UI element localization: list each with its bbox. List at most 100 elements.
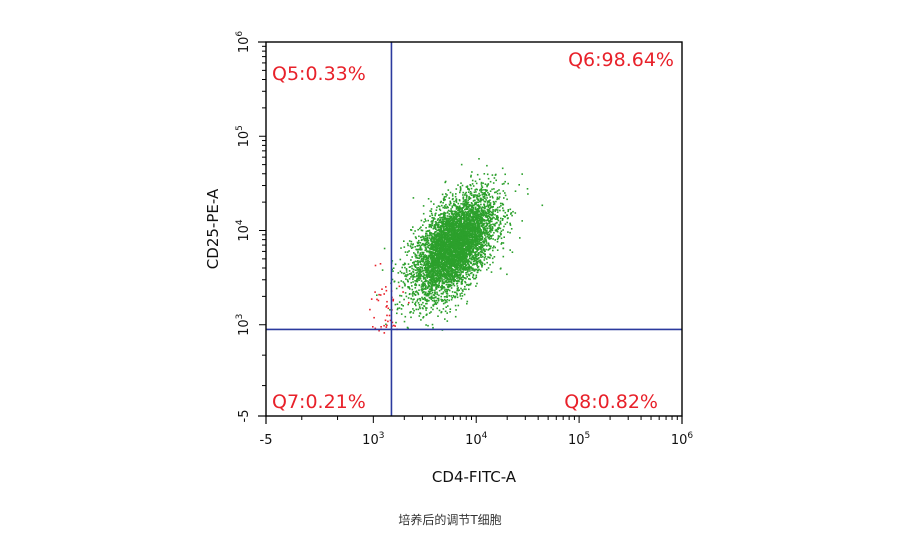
event-dot [501, 167, 504, 170]
event-dot [405, 275, 408, 278]
event-dot [451, 225, 454, 227]
event-dot [472, 207, 475, 210]
event-dot [497, 216, 499, 219]
event-dot [500, 217, 502, 220]
event-dot [503, 182, 505, 185]
event-dot [430, 200, 432, 203]
event-dot [461, 232, 463, 235]
event-dot [460, 247, 463, 250]
event-dot [437, 259, 440, 262]
event-dot [478, 195, 480, 198]
event-dot [449, 221, 451, 223]
event-dot [495, 228, 498, 231]
event-dot [480, 229, 482, 231]
event-dot [464, 240, 467, 243]
event-dot [475, 276, 478, 279]
event-dot [484, 210, 486, 212]
event-dot [478, 214, 480, 216]
event-dot [483, 228, 486, 231]
event-dot [448, 204, 451, 206]
event-dot [483, 192, 485, 195]
event-dot [438, 309, 441, 312]
event-dot [481, 237, 484, 239]
event-dot [465, 258, 468, 261]
event-dot [432, 326, 434, 329]
event-dot [468, 227, 470, 229]
event-dot [412, 232, 415, 235]
event-dot [427, 259, 430, 262]
event-dot [455, 234, 457, 237]
event-dot [436, 301, 439, 304]
event-dot [447, 270, 449, 273]
event-dot [442, 202, 444, 204]
event-dot [430, 225, 432, 228]
event-dot [467, 240, 470, 243]
event-dot [432, 233, 434, 235]
event-dot [440, 311, 442, 314]
event-dot [443, 223, 446, 225]
event-dot [510, 212, 513, 214]
event-dot [527, 193, 529, 195]
event-dot [472, 209, 475, 211]
event-dot [419, 266, 421, 268]
event-dot [477, 222, 480, 224]
event-dot [493, 201, 495, 204]
event-dot [488, 233, 491, 235]
event-dot [483, 259, 486, 261]
event-dot [417, 292, 419, 295]
event-dot [445, 221, 447, 223]
event-dot [471, 219, 474, 222]
event-dot [441, 268, 444, 271]
event-dot [430, 270, 432, 272]
event-dot [480, 235, 482, 238]
event-dot [471, 222, 474, 224]
event-dot [474, 225, 476, 228]
event-dot [430, 292, 432, 295]
event-dot [468, 257, 471, 260]
event-dot [437, 224, 439, 227]
event-dot [420, 263, 422, 265]
event-dot [444, 281, 447, 283]
event-dot [433, 284, 436, 287]
event-dot [431, 214, 434, 217]
event-dot [436, 219, 439, 221]
event-dot [476, 223, 479, 225]
event-dot [436, 245, 439, 247]
event-dot [431, 273, 433, 275]
event-dot [462, 218, 464, 220]
event-dot [460, 236, 462, 239]
event-dot [486, 233, 488, 236]
event-dot [403, 298, 405, 301]
event-dot [485, 222, 488, 224]
event-dot [419, 253, 421, 256]
event-dot [459, 275, 462, 277]
event-dot [414, 282, 417, 285]
event-dot [432, 305, 435, 307]
event-dot [453, 221, 455, 223]
event-dot [415, 308, 418, 311]
event-dot [431, 288, 433, 290]
event-dot [433, 277, 436, 279]
event-dot [465, 216, 468, 218]
event-dot [451, 218, 453, 220]
event-dot [451, 243, 453, 245]
event-dot [465, 191, 467, 194]
event-dot [489, 202, 492, 204]
event-dot [430, 284, 433, 287]
event-dot [492, 209, 494, 211]
event-dot [483, 239, 485, 241]
event-dot [428, 235, 431, 237]
event-dot [473, 203, 476, 206]
event-dot [469, 243, 471, 246]
event-dot [453, 277, 456, 279]
event-dot [492, 238, 494, 240]
event-dot [470, 258, 472, 260]
event-dot [467, 219, 470, 222]
event-dot [438, 205, 441, 208]
event-dot [440, 250, 442, 253]
event-dot [484, 192, 487, 195]
event-dot [475, 226, 478, 229]
event-dot [417, 262, 419, 265]
event-dot [470, 272, 472, 275]
event-dot [449, 191, 452, 194]
